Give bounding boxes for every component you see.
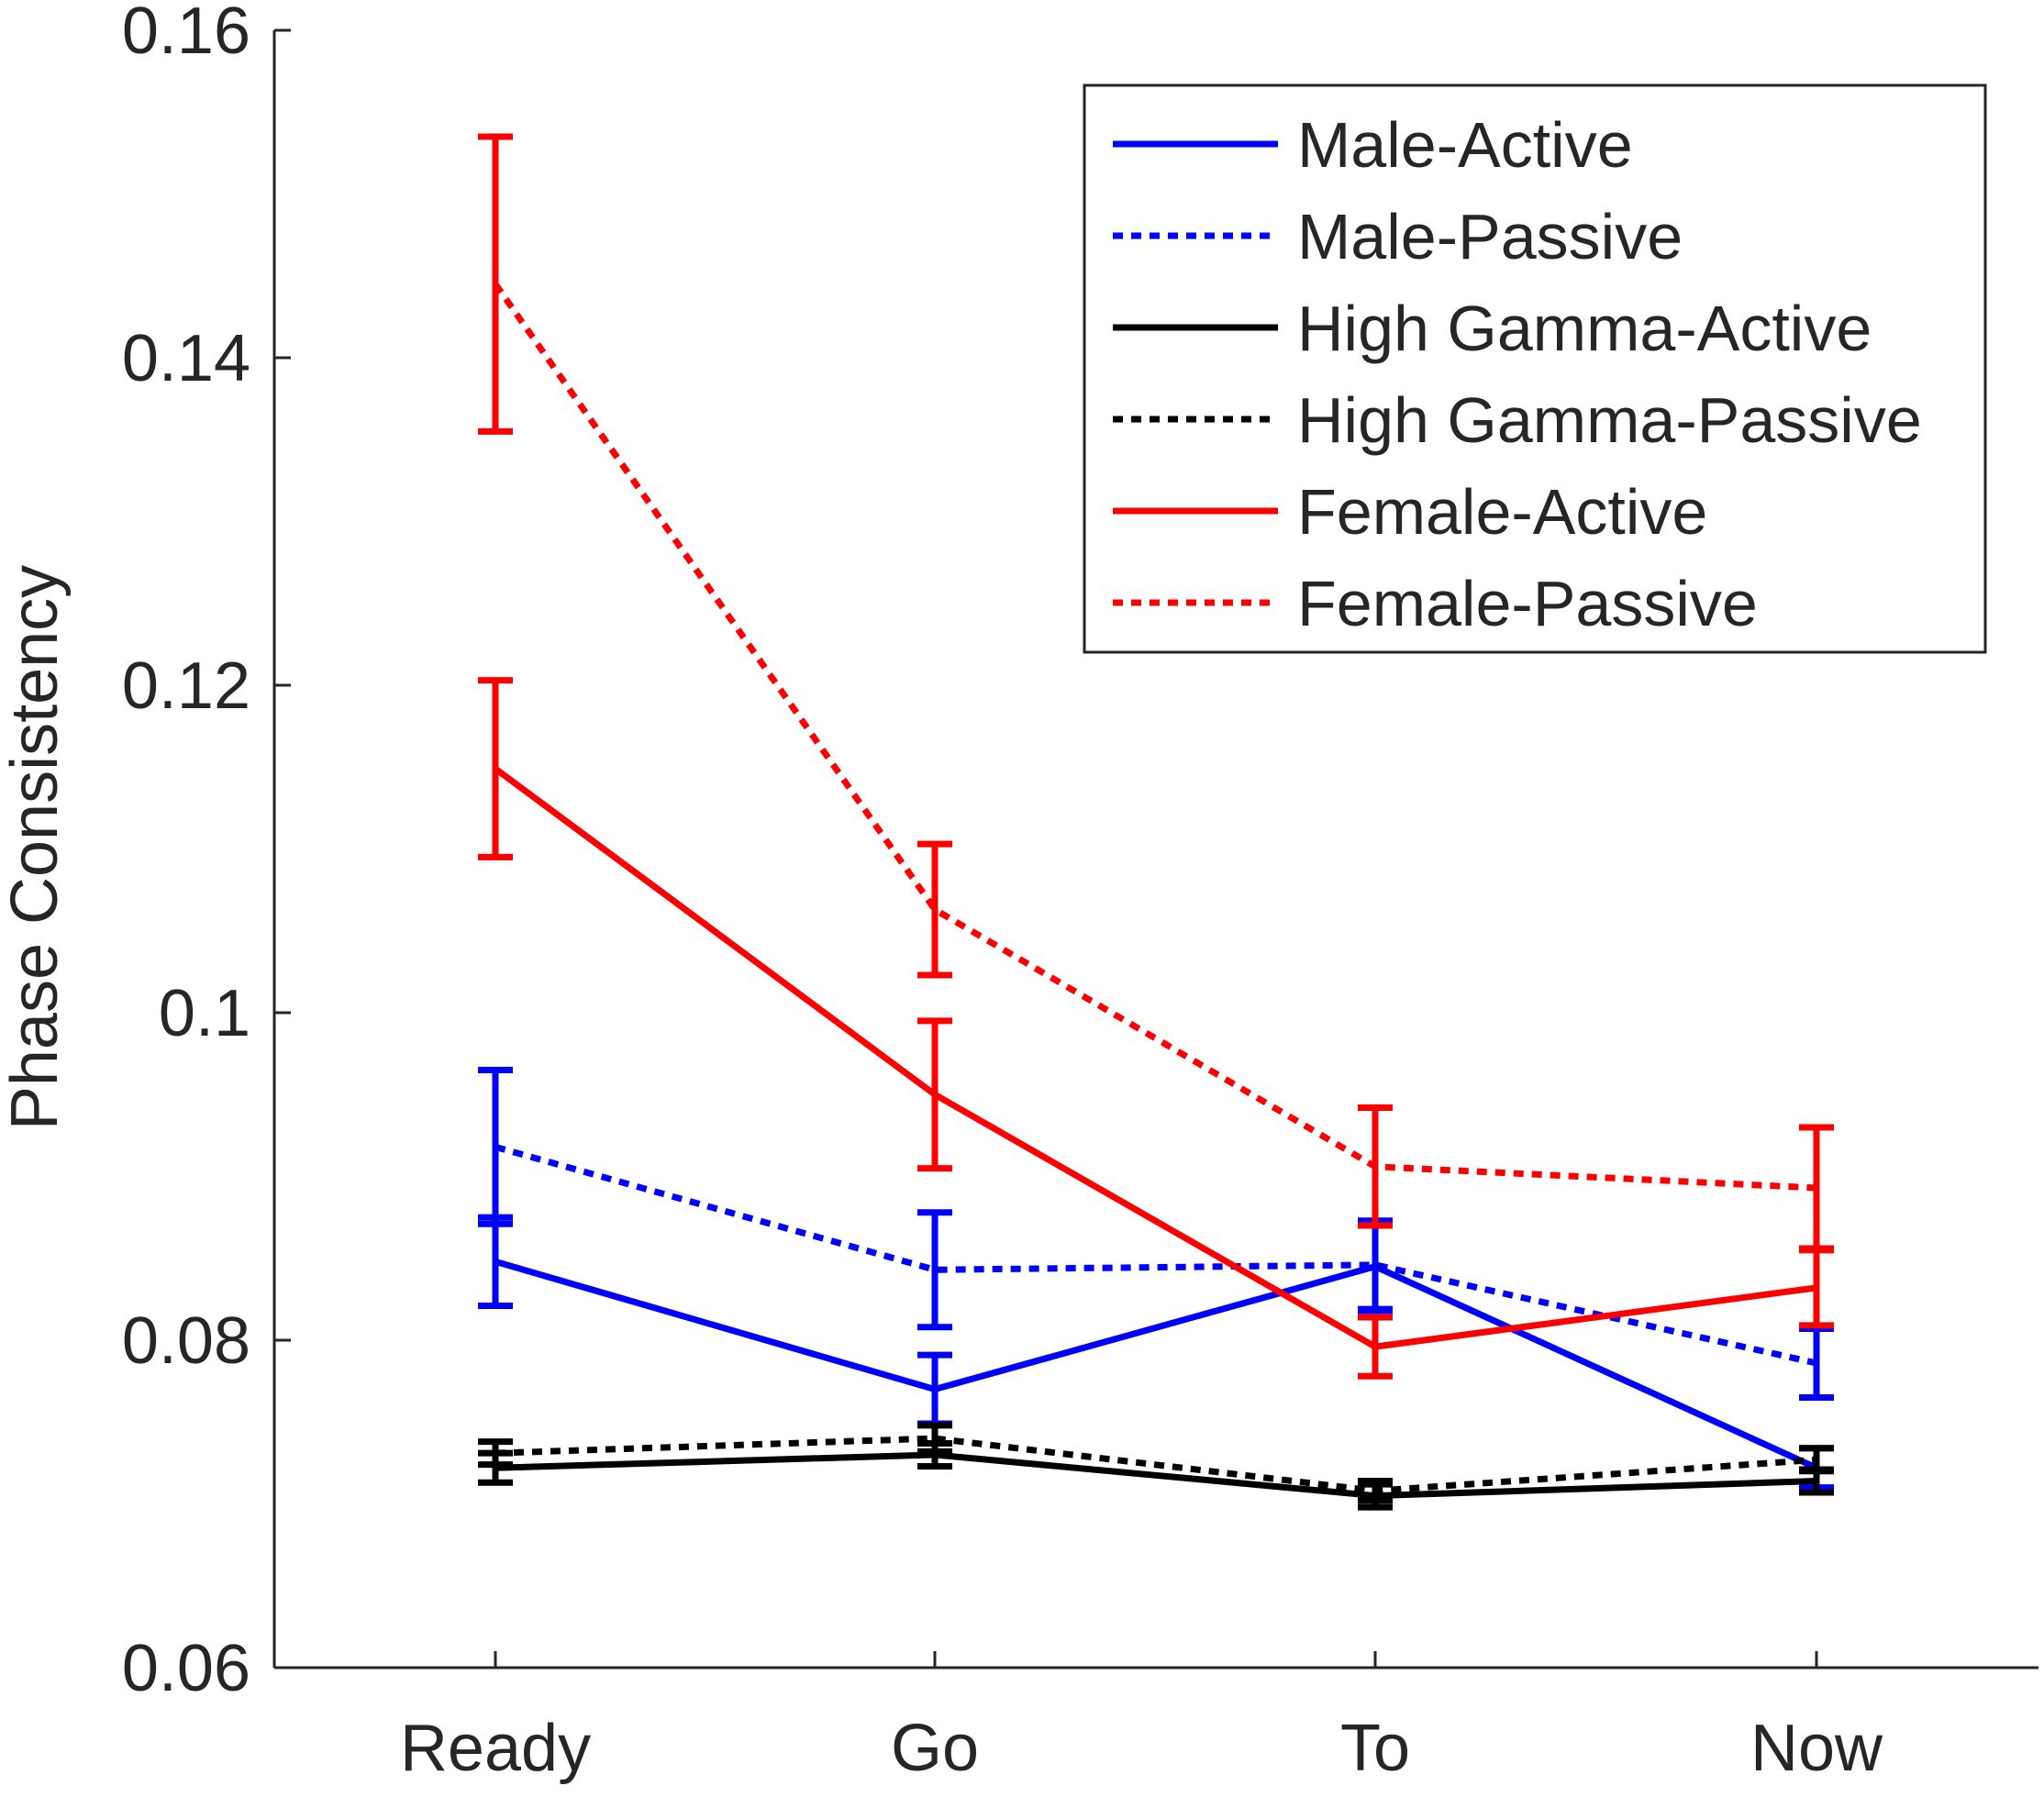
legend-item-female-passive: Female-Passive bbox=[1113, 568, 1758, 639]
error-bar-high-gamma-passive-go bbox=[917, 1422, 952, 1455]
error-bar-female-passive-to bbox=[1358, 1104, 1393, 1229]
series-female-active bbox=[478, 677, 1834, 1380]
error-bar-male-passive-ready bbox=[478, 1066, 513, 1227]
y-tick-label: 0.16 bbox=[122, 0, 250, 68]
legend-label-male-active: Male-Active bbox=[1297, 109, 1633, 181]
series-male-passive bbox=[478, 1066, 1834, 1401]
series-line-high-gamma-active bbox=[494, 1451, 1817, 1500]
error-bar-male-passive-now bbox=[1799, 1326, 1834, 1401]
x-tick-label-ready: Ready bbox=[400, 1712, 591, 1785]
legend-item-high-gamma-active: High Gamma-Active bbox=[1113, 293, 1872, 364]
y-tick-label: 0.08 bbox=[122, 1304, 250, 1378]
error-bar-female-passive-go bbox=[917, 840, 952, 979]
series-line-high-gamma-passive bbox=[494, 1435, 1817, 1494]
axes-layer: 0.06 0.08 0.1 0.12 0.14 0.16 Ready Go To Now bbox=[122, 0, 2038, 1785]
y-tick-label: 0.12 bbox=[122, 649, 250, 723]
legend-item-male-active: Male-Active bbox=[1113, 109, 1633, 181]
y-tick-label: 0.06 bbox=[122, 1632, 250, 1705]
series-female-passive bbox=[478, 133, 1834, 1252]
error-bar-female-passive-now bbox=[1799, 1124, 1834, 1252]
x-tick-label-go: Go bbox=[891, 1712, 979, 1785]
error-bar-female-active-to bbox=[1358, 1314, 1393, 1380]
x-tick-label-to: To bbox=[1340, 1712, 1410, 1785]
series-line-male-active bbox=[494, 1258, 1818, 1471]
legend-item-male-passive: Male-Passive bbox=[1113, 201, 1683, 272]
series-line-female-passive bbox=[493, 282, 1817, 1192]
series-line-female-active bbox=[493, 766, 1817, 1350]
y-tick-label: 0.1 bbox=[159, 977, 250, 1050]
error-bar-female-active-ready bbox=[478, 677, 513, 860]
error-bar-female-active-go bbox=[917, 1017, 952, 1172]
y-axis-label: Phase Consistency bbox=[0, 565, 72, 1130]
error-bar-high-gamma-passive-to bbox=[1358, 1478, 1393, 1504]
legend-box bbox=[1083, 83, 1987, 654]
error-bar-high-gamma-passive-now bbox=[1799, 1445, 1834, 1475]
legend-item-female-active: Female-Active bbox=[1113, 476, 1707, 548]
series-high-gamma-passive bbox=[478, 1422, 1834, 1504]
legend-label-female-passive: Female-Passive bbox=[1297, 568, 1758, 639]
error-bar-high-gamma-passive-ready bbox=[478, 1438, 513, 1469]
series-layer bbox=[478, 133, 1834, 1511]
series-line-male-passive bbox=[494, 1143, 1817, 1367]
legend-label-high-gamma-active: High Gamma-Active bbox=[1297, 293, 1872, 364]
x-tick-label-now: Now bbox=[1750, 1712, 1883, 1785]
error-bar-female-passive-ready bbox=[478, 133, 513, 435]
error-bar-male-passive-go bbox=[917, 1209, 952, 1331]
legend: Male-Active Male-Passive High Gamma-Active… bbox=[1083, 83, 1987, 654]
legend-item-high-gamma-passive: High Gamma-Passive bbox=[1113, 384, 1922, 456]
legend-label-female-active: Female-Active bbox=[1297, 476, 1707, 548]
y-tick-label: 0.14 bbox=[122, 322, 250, 395]
legend-label-male-passive: Male-Passive bbox=[1297, 201, 1683, 272]
legend-label-high-gamma-passive: High Gamma-Passive bbox=[1297, 384, 1922, 456]
